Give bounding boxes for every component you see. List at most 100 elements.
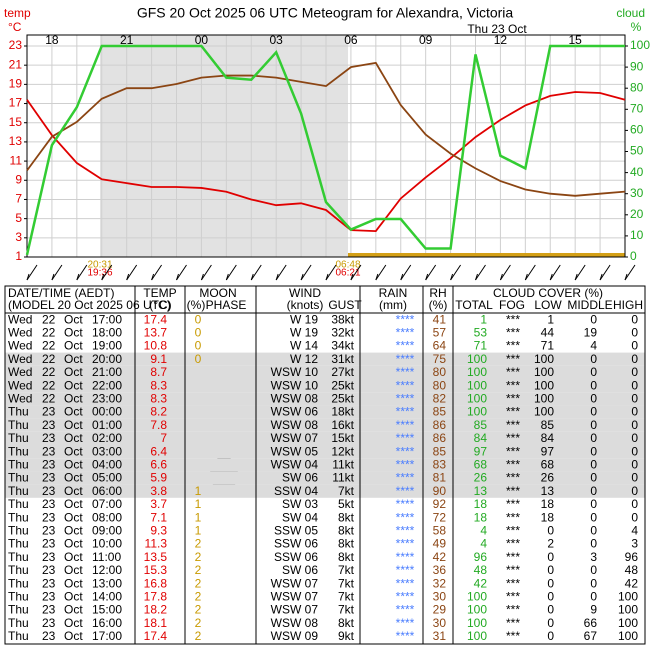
table-cell: 82: [433, 391, 447, 405]
table-cell: 18:00: [92, 325, 122, 339]
date-label: Thu 23 Oct: [467, 22, 527, 36]
table-cell: 1: [195, 523, 202, 537]
table-cell: WSW 09: [271, 629, 319, 643]
table-cell: 100: [467, 616, 487, 630]
annotation: 06:21: [335, 268, 360, 279]
table-cell: SW 06: [282, 471, 318, 485]
table-cell: 26: [541, 471, 555, 485]
table-cell: 32: [433, 576, 447, 590]
night-row: [5, 392, 645, 406]
x-tick-label: 18: [45, 33, 59, 47]
table-cell: 85: [433, 405, 447, 419]
table-cell: Oct: [64, 563, 83, 577]
table-cell: 7kt: [338, 576, 355, 590]
table-cell: 3.8: [150, 484, 167, 498]
table-cell: 4: [480, 537, 487, 551]
table-cell: Thu: [8, 405, 29, 419]
table-cell: 100: [467, 589, 487, 603]
table-cell: ***: [506, 510, 520, 524]
table-cell: ****: [396, 405, 415, 419]
table-cell: 90: [433, 484, 447, 498]
table-cell: ***: [506, 550, 520, 564]
table-cell: 7kt: [338, 603, 355, 617]
wind-barb: [300, 273, 304, 281]
table-cell: 71: [541, 339, 555, 353]
table-cell: Thu: [8, 471, 29, 485]
table-cell: 30: [433, 616, 447, 630]
table-cell: Wed: [8, 325, 32, 339]
table-cell: 100: [467, 365, 487, 379]
annotation: 20:31: [87, 260, 112, 271]
table-cell: Thu: [8, 603, 29, 617]
table-cell: 17.4: [144, 629, 168, 643]
table-cell: 0: [590, 563, 597, 577]
table-cell: 17.8: [144, 589, 168, 603]
table-cell: 2: [195, 537, 202, 551]
y2-label-unit: %: [631, 20, 642, 34]
table-cell: ***: [506, 497, 520, 511]
table-cell: 38kt: [331, 312, 354, 326]
table-cell: Thu: [8, 444, 29, 458]
table-cell: 18: [474, 510, 488, 524]
table-frame: [4, 285, 646, 645]
table-cell: 0: [590, 471, 597, 485]
wind-barb: [549, 273, 553, 281]
table-cell: 100: [467, 405, 487, 419]
x-tick-label: 12: [494, 33, 508, 47]
table-cell: 21:00: [92, 365, 122, 379]
table-cell: 75: [433, 352, 447, 366]
series-line: [26, 91, 626, 233]
table-cell: 0: [590, 378, 597, 392]
table-cell: 23: [42, 418, 56, 432]
table-cell: WSW 08: [271, 418, 319, 432]
wind-barb: [475, 273, 478, 281]
wind-barb: [76, 273, 80, 281]
table-cell: 0: [547, 589, 554, 603]
table-cell: 23: [42, 431, 56, 445]
table-cell: 0: [195, 312, 202, 326]
table-cell: Oct: [64, 616, 83, 630]
table-cell: 0: [631, 365, 638, 379]
wind-barb: [126, 264, 138, 281]
table-header: LOW: [534, 298, 562, 312]
table-cell: 7kt: [338, 484, 355, 498]
table-cell: Oct: [64, 537, 83, 551]
table-cell: Thu: [8, 523, 29, 537]
wind-barb: [524, 264, 536, 281]
table-cell: 23: [42, 457, 56, 471]
table-cell: ***: [506, 378, 520, 392]
night-shade: [100, 35, 348, 257]
table-cell: 13: [541, 484, 555, 498]
table-cell: 15:00: [92, 603, 122, 617]
table-cell: ***: [506, 325, 520, 339]
table-cell: 34kt: [331, 339, 354, 353]
table-cell: 23: [42, 563, 56, 577]
table-cell: 9: [590, 603, 597, 617]
chart-title: GFS 20 Oct 2025 06 UTC Meteogram for Ale…: [137, 5, 514, 21]
table-cell: Wed: [8, 352, 32, 366]
table-cell: 100: [534, 391, 554, 405]
wind-barb: [51, 273, 55, 281]
night-row: [5, 458, 645, 472]
table-cell: 0: [590, 589, 597, 603]
table-cell: Thu: [8, 550, 29, 564]
table-cell: 8.7: [150, 365, 167, 379]
table-cell: 2: [195, 603, 202, 617]
annotation: 19:36: [87, 268, 112, 279]
table-cell: WSW 07: [271, 576, 319, 590]
wind-barb: [101, 273, 105, 281]
table-cell: ****: [396, 550, 415, 564]
table-cell: 13: [474, 484, 488, 498]
table-cell: 0: [590, 510, 597, 524]
table-cell: 1: [480, 312, 487, 326]
table-cell: Thu: [8, 510, 29, 524]
table-cell: Oct: [64, 418, 83, 432]
night-row: [5, 471, 645, 485]
wind-barb: [350, 273, 354, 281]
table-cell: 5.9: [150, 471, 167, 485]
table-cell: 100: [534, 405, 554, 419]
y-tick-label: 9: [15, 172, 22, 186]
table-cell: 26: [474, 471, 488, 485]
table-cell: 0: [631, 391, 638, 405]
table-cell: ****: [396, 589, 415, 603]
